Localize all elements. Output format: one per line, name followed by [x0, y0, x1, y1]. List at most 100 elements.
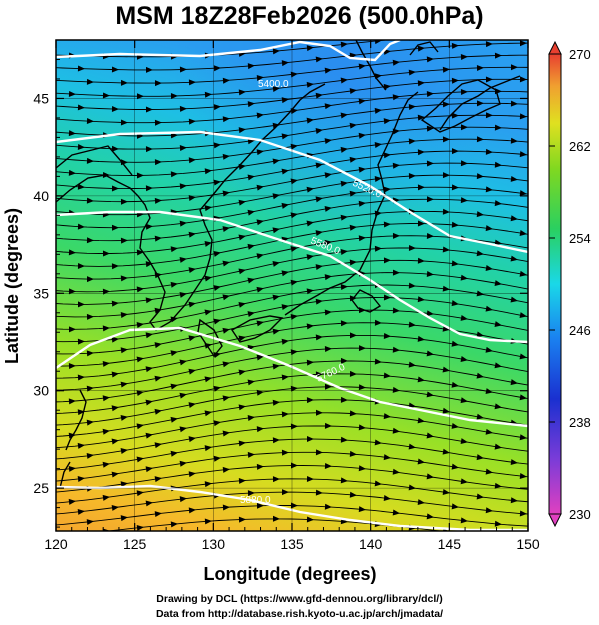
streamline-arrow — [315, 92, 323, 99]
streamline-arrow — [426, 432, 434, 439]
streamline-arrow — [272, 193, 280, 200]
streamline-arrow — [68, 465, 76, 472]
streamline-arrow — [111, 471, 119, 478]
streamline-arrow — [442, 172, 450, 179]
streamline-arrow — [358, 506, 366, 513]
streamline-arrow — [494, 321, 502, 328]
colorbar-tick-label: 238 — [569, 415, 591, 430]
streamline-arrow — [281, 374, 289, 381]
streamline-arrow — [476, 173, 484, 180]
streamline-arrow — [213, 65, 221, 72]
streamline-arrow — [306, 186, 314, 193]
streamline-arrow — [102, 171, 110, 178]
streamline-arrow — [204, 205, 212, 212]
streamline-arrow — [417, 296, 425, 303]
streamline-arrow — [392, 307, 400, 314]
streamline-arrow — [170, 450, 178, 457]
streamline-arrow — [120, 237, 128, 244]
streamline-arrow — [476, 454, 484, 461]
streamline-arrow — [408, 443, 416, 450]
streamline-arrow — [349, 370, 357, 377]
streamline-arrow — [170, 383, 178, 390]
streamline-arrow — [494, 124, 502, 131]
streamline-arrow — [256, 74, 264, 81]
streamline-arrow — [519, 113, 527, 120]
streamline-arrow — [247, 174, 255, 181]
streamline-arrow — [349, 122, 357, 129]
streamline-arrow — [120, 275, 128, 282]
streamline-arrow — [86, 78, 94, 85]
streamline-arrow — [510, 497, 518, 504]
streamline-arrow — [442, 489, 450, 496]
streamline-arrow — [358, 132, 366, 139]
streamline-arrow — [349, 450, 357, 457]
streamline-arrow — [451, 381, 459, 388]
streamline-arrow — [179, 66, 187, 73]
streamline-arrow — [426, 56, 434, 63]
streamline — [56, 465, 528, 493]
streamline-arrow — [451, 423, 459, 429]
streamline-arrow — [417, 80, 425, 87]
streamline-arrow — [272, 328, 280, 335]
streamline-arrow — [102, 528, 110, 531]
streamline — [56, 186, 528, 229]
streamline-arrow — [111, 504, 119, 511]
streamline-arrow — [281, 168, 289, 175]
streamline-arrow — [154, 235, 162, 242]
streamline-arrow — [519, 270, 527, 277]
streamline-arrow — [392, 468, 400, 475]
x-axis-label: Longitude (degrees) — [203, 564, 376, 584]
streamline-arrow — [510, 175, 518, 182]
streamline-arrow — [417, 499, 425, 506]
streamline-arrow — [442, 366, 450, 373]
streamline-arrow — [426, 160, 434, 167]
x-tick-label: 145 — [438, 536, 462, 552]
streamline-arrow — [494, 403, 502, 410]
streamline-arrow — [111, 336, 119, 343]
streamline-arrow — [383, 332, 391, 339]
streamline-arrow — [451, 42, 459, 49]
streamline-arrow — [494, 239, 502, 246]
streamline-arrow — [120, 448, 128, 454]
streamline-arrow — [86, 350, 94, 357]
streamline-arrow — [442, 101, 450, 108]
streamline-arrow — [290, 246, 298, 252]
streamline-arrow — [281, 133, 289, 140]
streamline-arrow — [188, 507, 196, 514]
streamline-arrow — [408, 138, 416, 145]
streamline-arrow — [213, 179, 221, 186]
streamline-arrow — [247, 311, 255, 317]
streamline-arrow — [392, 59, 400, 66]
streamline-arrow — [340, 396, 348, 403]
streamline-arrow — [145, 146, 153, 153]
streamline-arrow — [256, 253, 264, 260]
streamline-arrow — [188, 195, 196, 201]
streamline — [56, 174, 528, 216]
streamline-arrow — [451, 221, 459, 228]
colorbar: 270 262 254 246 238 230 — [548, 40, 591, 528]
streamline-arrow — [460, 397, 468, 404]
streamline-arrow — [222, 395, 230, 402]
streamline-arrow — [179, 145, 187, 152]
streamline — [56, 284, 528, 330]
streamline-arrow — [349, 190, 357, 197]
streamline-arrow — [358, 235, 366, 242]
x-axis: 120 125 130 135 140 145 150 — [44, 40, 540, 552]
streamline-arrow — [340, 214, 348, 221]
streamline — [56, 334, 528, 379]
streamline-arrow — [256, 219, 264, 226]
streamline-arrow — [238, 301, 246, 308]
streamline-arrow — [383, 152, 391, 159]
streamline-arrow — [392, 269, 400, 276]
colorbar-tick-label: 246 — [569, 323, 591, 338]
streamline-arrow — [77, 104, 85, 111]
streamline-arrow — [442, 448, 450, 455]
contour-label-5880: 5880.0 — [240, 495, 271, 506]
y-tick-label: 40 — [33, 188, 49, 204]
streamline-arrow — [222, 260, 230, 267]
streamline-arrow — [222, 361, 230, 368]
streamline-arrow — [272, 363, 280, 370]
streamline-arrow — [111, 405, 119, 412]
streamline-arrow — [443, 31, 450, 37]
streamline-arrow — [306, 475, 314, 482]
